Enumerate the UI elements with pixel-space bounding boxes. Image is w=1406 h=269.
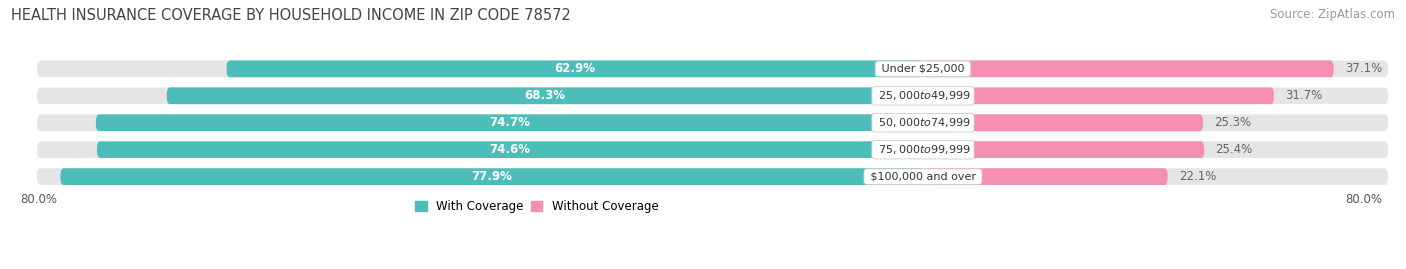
FancyBboxPatch shape [37,87,1388,104]
FancyBboxPatch shape [922,141,1204,158]
Text: 74.7%: 74.7% [489,116,530,129]
FancyBboxPatch shape [922,168,1167,185]
FancyBboxPatch shape [37,114,1388,131]
Text: 80.0%: 80.0% [1346,193,1382,206]
FancyBboxPatch shape [167,87,922,104]
Text: HEALTH INSURANCE COVERAGE BY HOUSEHOLD INCOME IN ZIP CODE 78572: HEALTH INSURANCE COVERAGE BY HOUSEHOLD I… [11,8,571,23]
FancyBboxPatch shape [37,168,1388,185]
Text: $100,000 and over: $100,000 and over [866,172,979,182]
FancyBboxPatch shape [922,87,1274,104]
Text: 37.1%: 37.1% [1344,62,1382,75]
Text: 31.7%: 31.7% [1285,89,1322,102]
FancyBboxPatch shape [37,61,1388,77]
Text: 25.3%: 25.3% [1215,116,1251,129]
FancyBboxPatch shape [226,61,922,77]
Text: $50,000 to $74,999: $50,000 to $74,999 [875,116,972,129]
Text: 22.1%: 22.1% [1178,170,1216,183]
FancyBboxPatch shape [37,141,1388,158]
FancyBboxPatch shape [922,61,1334,77]
Text: $25,000 to $49,999: $25,000 to $49,999 [875,89,972,102]
FancyBboxPatch shape [96,114,922,131]
FancyBboxPatch shape [922,114,1204,131]
Text: 68.3%: 68.3% [524,89,565,102]
Legend: With Coverage, Without Coverage: With Coverage, Without Coverage [411,195,664,218]
Text: Source: ZipAtlas.com: Source: ZipAtlas.com [1270,8,1395,21]
Text: 62.9%: 62.9% [554,62,595,75]
Text: 25.4%: 25.4% [1215,143,1253,156]
FancyBboxPatch shape [60,168,922,185]
Text: 77.9%: 77.9% [471,170,512,183]
Text: 74.6%: 74.6% [489,143,530,156]
Text: Under $25,000: Under $25,000 [877,64,967,74]
Text: 80.0%: 80.0% [21,193,58,206]
FancyBboxPatch shape [97,141,922,158]
Text: $75,000 to $99,999: $75,000 to $99,999 [875,143,972,156]
